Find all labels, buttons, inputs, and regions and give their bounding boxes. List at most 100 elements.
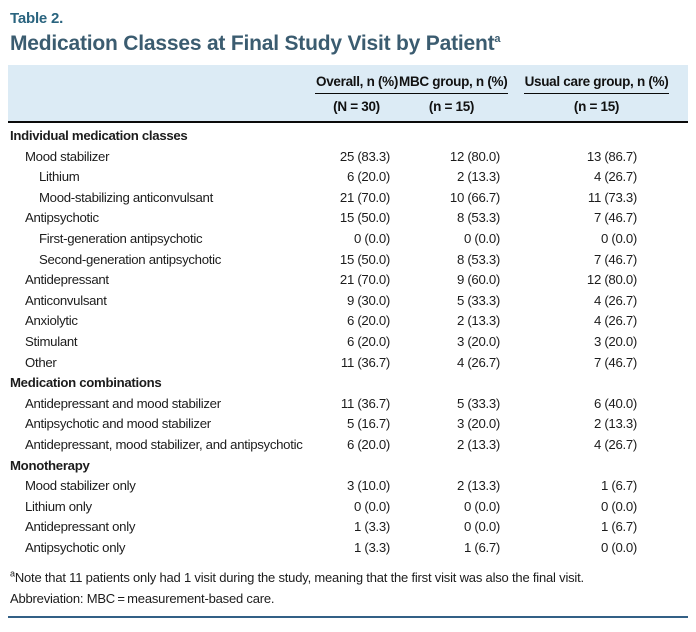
cell-mbc: 8 (53.3) <box>456 210 500 226</box>
cell-overall: 11 (36.7) <box>340 354 390 370</box>
cell-overall: 15 (50.0) <box>339 251 390 267</box>
cell-overall: 3 (10.0) <box>346 478 390 494</box>
row-label: Anxiolytic <box>25 313 78 329</box>
cell-overall: 25 (83.3) <box>339 148 390 164</box>
cell-mbc: 3 (20.0) <box>456 416 500 432</box>
bottom-rule <box>8 616 688 619</box>
cell-usual-care: 4 (26.7) <box>593 292 637 308</box>
table-row: Second-generation antipsychotic 15 (50.0… <box>8 250 688 271</box>
row-label: Lithium <box>39 169 80 185</box>
cell-usual-care: 7 (46.7) <box>593 210 637 226</box>
cell-overall: 6 (20.0) <box>346 313 390 329</box>
cell-usual-care: 11 (73.3) <box>587 189 637 205</box>
row-label: First-generation antipsychotic <box>39 230 203 246</box>
cell-usual-care: 7 (46.7) <box>593 354 637 370</box>
cell-mbc: 1 (6.7) <box>463 539 500 555</box>
row-label: Individual medication classes <box>10 128 188 143</box>
cell-mbc: 3 (20.0) <box>456 333 500 349</box>
table-number-label: Table 2. <box>10 10 64 27</box>
table-row: Other 11 (36.7) 4 (26.7) 7 (46.7) <box>8 353 688 374</box>
row-label: Mood stabilizer <box>25 148 110 164</box>
table-row: Antidepressant and mood stabilizer 11 (3… <box>8 394 688 415</box>
column-sub-mbc: (n = 15) <box>428 99 475 114</box>
cell-usual-care: 7 (46.7) <box>593 251 637 267</box>
row-label: Medication combinations <box>10 375 162 391</box>
footnotes: aNote that 11 patients only had 1 visit … <box>10 567 688 609</box>
cell-mbc: 2 (13.3) <box>456 478 500 494</box>
column-sub-overall: (N = 30) <box>333 99 380 114</box>
cell-usual-care: 1 (6.7) <box>600 519 637 535</box>
row-label: Antidepressant only <box>25 519 136 535</box>
cell-usual-care: 12 (80.0) <box>586 272 637 288</box>
cell-overall: 6 (20.0) <box>346 169 390 185</box>
cell-usual-care: 3 (20.0) <box>593 333 637 349</box>
cell-usual-care: 0 (0.0) <box>600 539 637 555</box>
row-label: Lithium only <box>25 498 92 514</box>
footnote-note-text: Note that 11 patients only had 1 visit d… <box>14 570 584 586</box>
cell-mbc: 0 (0.0) <box>463 498 500 514</box>
column-header-usual-care: Usual care group, n (%) (n = 15) <box>505 74 688 114</box>
row-label: Monotherapy <box>10 457 90 473</box>
cell-mbc: 2 (13.3) <box>456 169 500 185</box>
row-label: Stimulant <box>25 333 78 349</box>
cell-usual-care: 1 (6.7) <box>600 478 637 494</box>
row-label: Other <box>25 354 57 370</box>
cell-overall: 1 (3.3) <box>353 519 390 535</box>
column-label-overall: Overall, n (%) <box>315 74 400 94</box>
table-row: Antidepressant only 1 (3.3) 0 (0.0) 1 (6… <box>8 517 688 538</box>
table-row: Anxiolytic 6 (20.0) 2 (13.3) 4 (26.7) <box>8 311 688 332</box>
footnote-abbreviation: Abbreviation: MBC = measurement-based ca… <box>10 591 275 607</box>
column-label-usual-care: Usual care group, n (%) <box>523 74 670 94</box>
row-label: Mood-stabilizing anticonvulsant <box>39 189 213 205</box>
cell-mbc: 9 (60.0) <box>456 272 500 288</box>
cell-mbc: 5 (33.3) <box>456 395 500 411</box>
footnote-note: aNote that 11 patients only had 1 visit … <box>10 567 688 588</box>
row-label: Second-generation antipsychotic <box>39 251 222 267</box>
title-text: Medication Classes at Final Study Visit … <box>10 32 495 55</box>
row-label: Antipsychotic and mood stabilizer <box>25 416 211 432</box>
table-row: Mood-stabilizing anticonvulsant 21 (70.0… <box>8 188 688 209</box>
row-label: Antidepressant, mood stabilizer, and ant… <box>25 436 303 452</box>
table-body: Individual medication classes Mood stabi… <box>8 126 688 558</box>
cell-usual-care: 0 (0.0) <box>600 230 637 246</box>
cell-usual-care: 4 (26.7) <box>593 313 637 329</box>
row-label: Antidepressant <box>25 272 109 288</box>
row-label: Antidepressant and mood stabilizer <box>25 395 221 411</box>
cell-mbc: 4 (26.7) <box>456 354 500 370</box>
cell-usual-care: 0 (0.0) <box>600 498 637 514</box>
cell-usual-care: 6 (40.0) <box>593 395 637 411</box>
table-row: Lithium 6 (20.0) 2 (13.3) 4 (26.7) <box>8 167 688 188</box>
cell-mbc: 8 (53.3) <box>456 251 500 267</box>
cell-usual-care: 4 (26.7) <box>593 169 637 185</box>
cell-mbc: 10 (66.7) <box>449 189 500 205</box>
table-row: Mood stabilizer only 3 (10.0) 2 (13.3) 1… <box>8 476 688 497</box>
table-row: Stimulant 6 (20.0) 3 (20.0) 3 (20.0) <box>8 332 688 353</box>
table-header: Overall, n (%) (N = 30) MBC group, n (%)… <box>8 65 688 123</box>
cell-overall: 0 (0.0) <box>353 230 390 246</box>
page-title: Medication Classes at Final Study Visit … <box>10 31 688 57</box>
column-sub-usual-care: (n = 15) <box>573 99 620 114</box>
title-footnote-marker: a <box>494 33 501 45</box>
table-row: Antidepressant 21 (70.0) 9 (60.0) 12 (80… <box>8 270 688 291</box>
cell-overall: 0 (0.0) <box>353 498 390 514</box>
cell-overall: 6 (20.0) <box>346 436 390 452</box>
column-label-mbc: MBC group, n (%) <box>398 74 509 94</box>
cell-mbc: 12 (80.0) <box>449 148 500 164</box>
table-row: First-generation antipsychotic 0 (0.0) 0… <box>8 229 688 250</box>
cell-overall: 6 (20.0) <box>346 333 390 349</box>
cell-overall: 9 (30.0) <box>346 292 390 308</box>
table-row: Antipsychotic only 1 (3.3) 1 (6.7) 0 (0.… <box>8 538 688 559</box>
row-label: Mood stabilizer only <box>25 478 136 494</box>
row-label: Antipsychotic <box>25 210 99 226</box>
cell-overall: 11 (36.7) <box>340 395 390 411</box>
footnote-marker: a <box>10 569 15 580</box>
table-row: Antipsychotic 15 (50.0) 8 (53.3) 7 (46.7… <box>8 208 688 229</box>
row-label: Anticonvulsant <box>25 292 107 308</box>
table-row: Antipsychotic and mood stabilizer 5 (16.… <box>8 414 688 435</box>
cell-overall: 21 (70.0) <box>339 189 390 205</box>
table-row: Lithium only 0 (0.0) 0 (0.0) 0 (0.0) <box>8 497 688 518</box>
table-row: Anticonvulsant 9 (30.0) 5 (33.3) 4 (26.7… <box>8 291 688 312</box>
cell-mbc: 5 (33.3) <box>456 292 500 308</box>
table-row: Antidepressant, mood stabilizer, and ant… <box>8 435 688 456</box>
